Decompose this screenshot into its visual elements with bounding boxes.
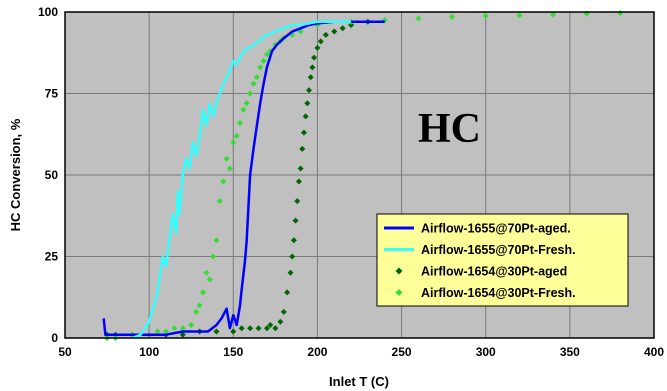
- data-point: [314, 44, 321, 51]
- data-point: [213, 328, 220, 335]
- legend-swatch: [395, 267, 403, 275]
- data-point: [233, 132, 240, 139]
- data-point: [257, 64, 264, 71]
- data-point: [322, 31, 329, 38]
- data-point: [260, 57, 267, 64]
- data-point: [193, 308, 200, 315]
- data-point: [230, 328, 237, 335]
- legend-label: Airflow-1654@30Pt-aged: [421, 265, 567, 279]
- data-point: [179, 331, 186, 338]
- data-point: [238, 325, 245, 332]
- data-point: [277, 318, 284, 325]
- series-layer: [102, 9, 624, 341]
- plot-frame: [64, 11, 655, 339]
- data-point: [216, 198, 223, 205]
- data-point: [250, 80, 257, 87]
- data-point: [263, 325, 270, 332]
- data-point: [171, 325, 178, 332]
- data-point: [247, 325, 254, 332]
- data-point: [294, 198, 301, 205]
- data-point: [309, 64, 316, 71]
- data-point: [199, 289, 206, 296]
- y-tick-label: 100: [38, 5, 58, 19]
- x-tick-label: 300: [476, 345, 496, 359]
- y-tick-label: 50: [45, 168, 59, 182]
- data-point: [299, 145, 306, 152]
- legend-box: [376, 213, 629, 307]
- data-point: [289, 253, 296, 260]
- data-point: [290, 237, 297, 244]
- data-point: [348, 22, 355, 29]
- x-tick-label: 100: [139, 345, 159, 359]
- data-point: [230, 139, 237, 146]
- series-line: [102, 20, 385, 336]
- data-point: [331, 28, 338, 35]
- data-point: [220, 178, 227, 185]
- y-tick-label: 25: [45, 250, 59, 264]
- y-tick-label: 75: [45, 87, 59, 101]
- data-point: [263, 51, 270, 58]
- legend-label: Airflow-1655@70Pt-aged.: [421, 222, 571, 236]
- x-tick-label: 250: [392, 345, 412, 359]
- data-point: [240, 106, 247, 113]
- chart-annotation: HC: [418, 106, 481, 152]
- data-point: [307, 74, 314, 81]
- x-tick-label: 150: [223, 345, 243, 359]
- series-line: [131, 20, 352, 340]
- data-point: [516, 12, 523, 19]
- data-point: [267, 321, 274, 328]
- data-point: [304, 100, 311, 107]
- y-axis-label: HC Conversion, %: [8, 118, 23, 231]
- data-point: [284, 289, 291, 296]
- data-point: [311, 54, 318, 61]
- data-point: [162, 328, 169, 335]
- x-tick-label: 50: [58, 345, 72, 359]
- data-point: [292, 217, 299, 224]
- data-point: [226, 165, 233, 172]
- tick-labels: 50 100 150 200 250 300 350 400 0 25 50 75 100: [38, 5, 664, 359]
- data-point: [210, 253, 217, 260]
- x-axis-label: Inlet T (C): [329, 374, 389, 389]
- legend-label: Airflow-1655@70Pt-Fresh.: [421, 243, 576, 257]
- data-point: [203, 269, 210, 276]
- y-tick-label: 0: [51, 331, 58, 345]
- data-point: [206, 276, 213, 283]
- data-point: [272, 325, 279, 332]
- data-point: [306, 87, 313, 94]
- data-point: [179, 325, 186, 332]
- data-point: [300, 129, 307, 136]
- legend-swatch: [395, 289, 403, 296]
- data-point: [196, 302, 203, 309]
- data-point: [550, 11, 557, 18]
- data-point: [188, 321, 195, 328]
- x-tick-label: 200: [307, 345, 327, 359]
- data-point: [213, 237, 220, 244]
- data-point: [253, 74, 260, 81]
- x-tick-label: 350: [560, 345, 580, 359]
- data-point: [280, 308, 287, 315]
- data-point: [317, 38, 324, 45]
- data-point: [415, 15, 422, 22]
- data-point: [449, 13, 456, 20]
- data-point: [297, 165, 304, 172]
- legend: Airflow-1655@70Pt-aged. Airflow-1655@70Pt…: [376, 213, 629, 307]
- data-point: [223, 155, 230, 162]
- data-point: [247, 90, 254, 97]
- x-tick-label: 400: [644, 345, 664, 359]
- data-point: [295, 178, 302, 185]
- data-point: [482, 12, 489, 19]
- data-point: [237, 119, 244, 126]
- data-point: [154, 328, 161, 335]
- legend-label: Airflow-1654@30Pt-Fresh.: [421, 286, 576, 300]
- data-point: [302, 113, 309, 120]
- data-point: [255, 325, 262, 332]
- data-point: [243, 100, 250, 107]
- data-point: [339, 25, 346, 32]
- data-point: [287, 269, 294, 276]
